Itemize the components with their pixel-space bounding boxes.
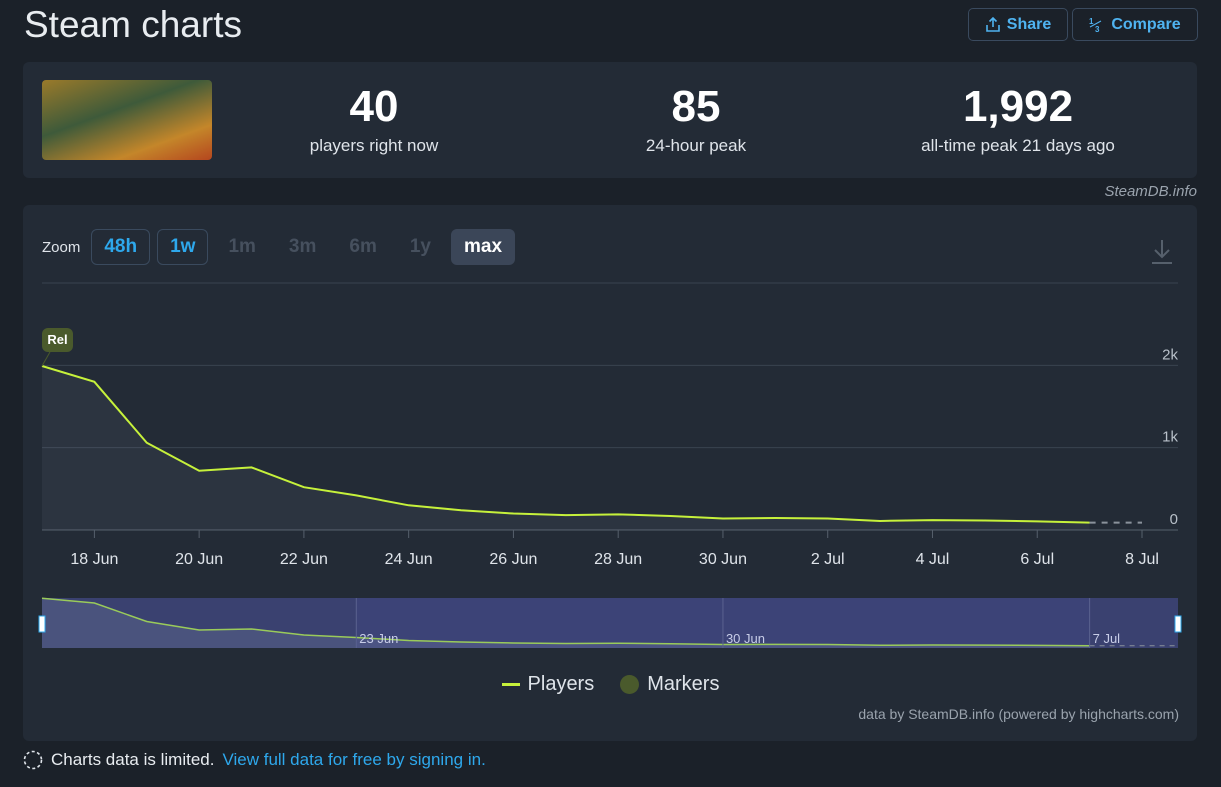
zoom-label: Zoom (42, 238, 81, 256)
legend-swatch (620, 675, 640, 694)
download-icon[interactable] (1150, 238, 1174, 266)
navigator-label: 7 Jul (1093, 631, 1121, 646)
legend-label: Players (527, 673, 595, 695)
x-tick-label: 6 Jul (1020, 551, 1054, 568)
legend-item[interactable]: Players (501, 673, 595, 696)
x-tick-label: 8 Jul (1125, 551, 1159, 568)
share-icon (985, 16, 1000, 32)
zoom-button: 1m (228, 236, 256, 257)
y-tick-label: 1k (1162, 429, 1178, 446)
legend-item[interactable]: Markers (620, 673, 719, 696)
compare-label: Compare (1111, 15, 1181, 33)
share-button[interactable]: Share (968, 8, 1068, 41)
y-tick-label: 2k (1162, 346, 1178, 363)
game-thumbnail[interactable] (42, 80, 212, 160)
notice-icon (23, 750, 43, 770)
share-label: Share (1006, 15, 1052, 33)
stat-value: 40 (349, 82, 399, 131)
marker-stem (41, 351, 51, 367)
zoom-button[interactable]: 48h (91, 229, 151, 265)
zoom-button: 1y (409, 236, 431, 257)
page-title: Steam charts (24, 4, 242, 45)
area (42, 365, 1090, 530)
x-tick-label: 30 Jun (699, 551, 747, 568)
notice-link[interactable]: View full data for free by signing in. (222, 750, 486, 769)
notice-text: Charts data is limited. (51, 750, 215, 769)
stat-label: players right now (309, 136, 439, 155)
x-tick-label: 24 Jun (385, 551, 433, 568)
navigator-label: 23 Jun (359, 631, 398, 646)
x-tick-label: 2 Jul (811, 551, 845, 568)
stat-label: 24-hour peak (645, 136, 747, 155)
navigator-bg (42, 598, 356, 648)
legend: Players Markers (0, 673, 1221, 696)
stats-panel (23, 62, 1197, 178)
navigator-line (41, 597, 1090, 647)
zoom-button[interactable]: max (451, 229, 516, 265)
stat-label: all-time peak 21 days ago (921, 136, 1115, 155)
x-tick-label: 18 Jun (70, 551, 118, 568)
navigator-bg (1089, 598, 1178, 648)
marker-flag (42, 327, 73, 352)
zoom-button[interactable]: 1w (157, 229, 209, 265)
legend-label: Markers (647, 673, 720, 695)
x-tick-label: 22 Jun (280, 551, 328, 568)
source: SteamDB.info (1104, 183, 1197, 200)
zoom-button: 6m (349, 236, 377, 257)
stat-value: 85 (671, 82, 721, 131)
stat: 1,992 all-time peak 21 days ago (858, 82, 1178, 156)
zoom-button: 3m (288, 236, 317, 257)
stat-value: 1,992 (962, 82, 1074, 131)
y-tick-label: 0 (1170, 511, 1178, 528)
credits: data by SteamDB.info (powered by highcha… (858, 706, 1179, 722)
compare-icon: 13 (1089, 17, 1102, 34)
x-tick-label: 4 Jul (916, 551, 950, 568)
notice: Charts data is limited. View full data f… (23, 750, 486, 770)
stat: 40 players right now (214, 82, 534, 156)
navigator-handle (1174, 615, 1182, 633)
navigator-handle (38, 615, 46, 633)
svg-text:3: 3 (1095, 25, 1100, 34)
navigator-label: 30 Jun (726, 631, 765, 646)
svg-text:1: 1 (1089, 17, 1094, 26)
marker-label: Rel (47, 332, 67, 347)
zoom-bar: Zoom 48h 1w 1m 3m 6m 1y max (42, 229, 516, 265)
x-tick-label: 26 Jun (489, 551, 537, 568)
chart-panel (23, 205, 1197, 741)
stat: 85 24-hour peak (536, 82, 856, 156)
x-tick-label: 28 Jun (594, 551, 642, 568)
legend-swatch (501, 683, 520, 686)
x-tick-label: 20 Jun (175, 551, 223, 568)
line (41, 365, 1090, 524)
